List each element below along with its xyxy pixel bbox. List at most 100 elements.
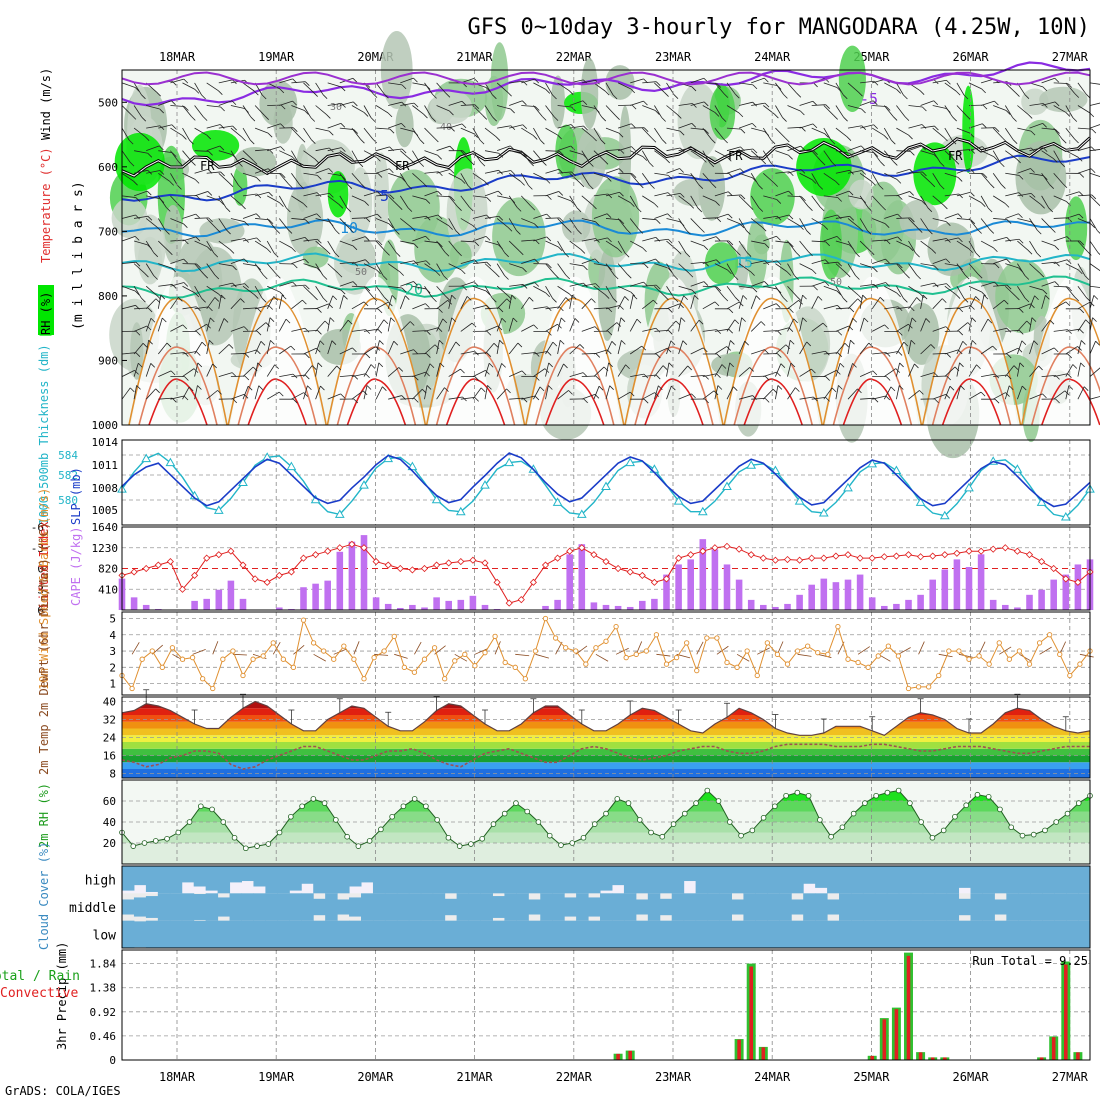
rh-point <box>705 788 710 793</box>
precip-tick: 1.38 <box>90 982 117 995</box>
cloud-bar <box>469 893 481 920</box>
wind-speed-point <box>241 673 245 677</box>
cloud-bar <box>970 921 982 948</box>
wind-speed-point <box>926 685 930 689</box>
cape-bar <box>445 601 452 610</box>
wind-barb <box>933 353 947 354</box>
precip-conv-bar <box>907 956 911 1060</box>
cloud-bar <box>253 893 265 920</box>
cloud-bar <box>827 921 839 948</box>
temp-band <box>122 749 1090 756</box>
cloud-bar <box>576 893 588 920</box>
cloud-ylabel: Cloud Cover (%) <box>37 842 51 950</box>
cloud-bar <box>982 893 994 920</box>
cloud-bar <box>421 893 433 920</box>
wind-speed-point <box>634 652 638 656</box>
cloud-bar <box>492 896 504 918</box>
rh-point <box>604 811 609 816</box>
cloud-bar <box>803 866 815 884</box>
cloud-bar <box>433 866 445 893</box>
cloud-bar <box>552 921 564 948</box>
cape-ylabel: CAPE (J/kg) <box>69 527 83 606</box>
rh-point <box>649 830 654 835</box>
rh-point <box>1020 833 1025 838</box>
wind-speed-point <box>775 652 779 656</box>
cloud-row-label: middle <box>69 901 116 916</box>
cloud-bar <box>134 897 146 916</box>
wind-speed-point <box>432 646 436 650</box>
freezing-label: FR <box>395 159 410 173</box>
wind-speed-point <box>705 636 709 640</box>
cloud-bar <box>337 921 349 948</box>
cloud-bar <box>528 899 540 914</box>
cape-tick: 410 <box>98 583 118 596</box>
upper-ylabel-temp: Temperature (°C) <box>39 147 53 263</box>
date-label-top: 27MAR <box>1052 50 1089 64</box>
cloud-bar <box>325 866 337 893</box>
cloud-bar <box>516 866 528 893</box>
cape-bar <box>216 590 223 610</box>
wind-speed-point <box>563 646 567 650</box>
rh-point <box>333 818 338 823</box>
cloud-bar <box>947 893 959 920</box>
cloud-bar <box>313 921 325 948</box>
cloud-bar <box>540 893 552 920</box>
wind-speed-point <box>876 654 880 658</box>
rh-patch <box>710 85 736 139</box>
cloud-bar <box>469 866 481 893</box>
cloud-bar <box>959 866 971 888</box>
rh-patch <box>1065 196 1087 260</box>
rh-point <box>851 811 856 816</box>
date-label-top: 24MAR <box>754 50 791 64</box>
cape-bar <box>409 605 416 610</box>
cloud-bar <box>134 921 146 947</box>
rh-point <box>131 844 136 849</box>
cloud-bar <box>899 921 911 948</box>
wind-speed-point <box>513 665 517 669</box>
rh-point <box>424 804 429 809</box>
cape-bar <box>240 599 247 610</box>
precip-conv-bar <box>628 1051 632 1060</box>
rh-point <box>514 801 519 806</box>
rh-point <box>480 836 485 841</box>
cloud-bar <box>265 921 277 948</box>
rh-tick: 40 <box>103 816 116 829</box>
cloud-bar <box>970 893 982 920</box>
cape-bar <box>869 597 876 610</box>
cloud-bar <box>815 893 827 920</box>
rh-point <box>885 790 890 795</box>
rh-point <box>266 842 271 847</box>
date-label-bottom: 23MAR <box>655 1070 692 1084</box>
precip-conv-bar <box>919 1052 923 1060</box>
wind-speed-point <box>422 657 426 661</box>
cloud-bar <box>887 893 899 920</box>
temp-tick: 40 <box>103 696 116 709</box>
date-label-top: 19MAR <box>258 50 295 64</box>
pressure-tick: 600 <box>98 161 118 174</box>
cloud-bar <box>994 866 1006 893</box>
wind-speed-point <box>574 649 578 653</box>
cloud-bar <box>660 899 672 915</box>
cloud-bar <box>887 921 899 948</box>
rh-point <box>412 797 417 802</box>
cloud-bar <box>576 921 588 948</box>
wind-speed-point <box>816 650 820 654</box>
cloud-bar <box>827 866 839 893</box>
cloud-bar <box>588 866 600 893</box>
cape-bar <box>905 600 912 610</box>
rh-point <box>626 801 631 806</box>
rh-point <box>964 803 969 808</box>
wind-speed-point <box>281 657 285 661</box>
rh-point <box>547 833 552 838</box>
cloud-bar <box>1066 921 1078 948</box>
temp-tick: 32 <box>103 714 116 727</box>
cloud-bar <box>253 921 265 948</box>
cloud-bar <box>218 921 230 948</box>
slp-tick: 1008 <box>92 482 119 495</box>
cloud-bar <box>277 921 289 948</box>
cloud-bar <box>349 897 361 916</box>
wind-speed-point <box>896 654 900 658</box>
wind-speed-point <box>695 668 699 672</box>
rh-point <box>401 804 406 809</box>
